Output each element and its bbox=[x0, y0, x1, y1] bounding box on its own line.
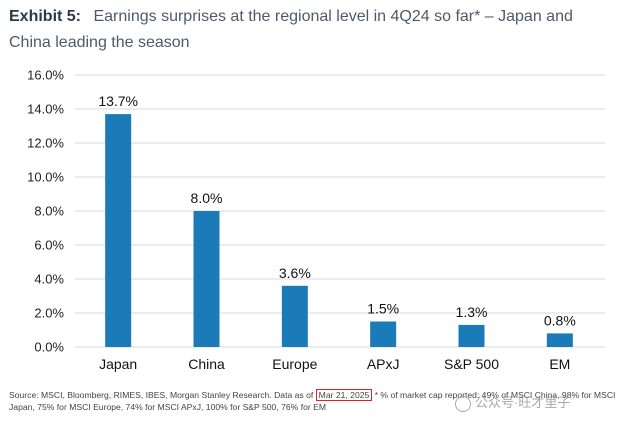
bar bbox=[370, 321, 397, 347]
data-label: 13.7% bbox=[98, 93, 138, 109]
bar bbox=[281, 285, 308, 347]
y-tick-label: 8.0% bbox=[34, 204, 64, 219]
watermark-text: 公众号·旺才里子 bbox=[475, 395, 571, 410]
title-text: Earnings surprises at the regional level… bbox=[9, 8, 573, 51]
exhibit-label: Exhibit 5: bbox=[9, 8, 82, 25]
bar bbox=[546, 333, 573, 347]
data-label: 1.5% bbox=[367, 301, 399, 317]
y-tick-label: 12.0% bbox=[27, 136, 64, 151]
source-suffix: * % of market cap reported: 49% of MSCI … bbox=[9, 390, 616, 412]
source-note: Source: MSCI, Bloomberg, RIMES, IBES, Mo… bbox=[9, 389, 631, 413]
y-tick-label: 6.0% bbox=[34, 238, 64, 253]
x-tick-label: APxJ bbox=[367, 356, 400, 372]
bar bbox=[458, 324, 485, 347]
y-tick-label: 14.0% bbox=[27, 102, 64, 117]
data-label: 0.8% bbox=[544, 312, 576, 328]
watermark: 公众号·旺才里子 bbox=[455, 392, 570, 412]
y-tick-label: 10.0% bbox=[27, 170, 64, 185]
bar bbox=[193, 211, 220, 347]
x-tick-label: Japan bbox=[99, 356, 137, 372]
source-prefix: Source: MSCI, Bloomberg, RIMES, IBES, Mo… bbox=[9, 390, 314, 400]
bar-chart: 0.0% 2.0% 4.0% 6.0% 8.0% 10.0% 12.0% 14.0% 16.0%… bbox=[27, 68, 605, 372]
y-tick-label: 16.0% bbox=[27, 68, 64, 83]
y-tick-label: 4.0% bbox=[34, 272, 64, 287]
wechat-icon bbox=[455, 395, 471, 412]
bar bbox=[105, 114, 132, 347]
chart-title: Exhibit 5: Earnings surprises at the reg… bbox=[9, 4, 609, 56]
data-label: 3.6% bbox=[279, 265, 311, 281]
data-label: 8.0% bbox=[191, 190, 223, 206]
y-tick-label: 0.0% bbox=[34, 340, 64, 355]
y-tick-label: 2.0% bbox=[34, 306, 64, 321]
data-label: 1.3% bbox=[456, 304, 488, 320]
source-date: Mar 21, 2025 bbox=[315, 389, 373, 401]
x-tick-label: China bbox=[188, 356, 225, 372]
x-tick-label: Europe bbox=[272, 356, 317, 372]
x-tick-label: S&P 500 bbox=[444, 356, 499, 372]
x-tick-label: EM bbox=[549, 356, 570, 372]
